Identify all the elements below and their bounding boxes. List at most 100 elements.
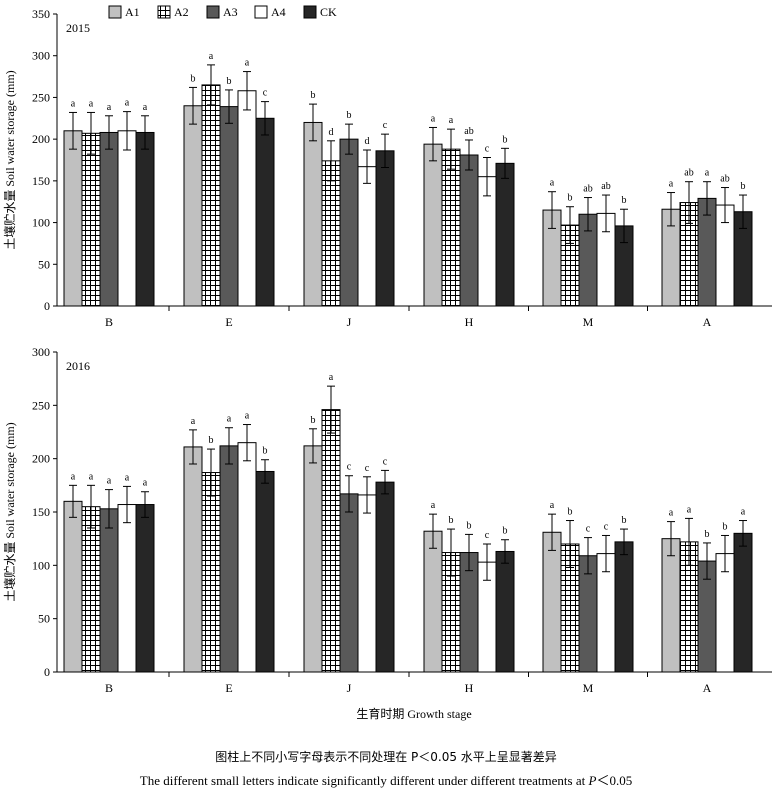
significance-letter: c xyxy=(586,524,591,535)
bar-A1 xyxy=(661,538,681,673)
x-tick-label: M xyxy=(583,315,594,329)
x-axis-label: 生育时期 Growth stage xyxy=(356,706,471,721)
chart-panel-2015: 0 50 100 150 200 250 300 350 土壤贮水量 Soil water st… xyxy=(2,5,772,329)
significance-letter: a xyxy=(669,179,674,190)
significance-letter: b xyxy=(311,90,316,101)
significance-letter: a xyxy=(107,102,112,113)
significance-letter: ab xyxy=(720,174,729,185)
x-tick-label: A xyxy=(703,315,712,329)
significance-letter: a xyxy=(687,504,692,515)
significance-letter: a xyxy=(125,98,130,109)
significance-letter: ab xyxy=(464,126,473,137)
bar-A1 xyxy=(303,121,323,307)
significance-letter: a xyxy=(431,500,436,511)
significance-letter: a xyxy=(431,113,436,124)
legend-label: A4 xyxy=(271,5,286,19)
significance-letter: a xyxy=(550,178,555,189)
bar-A2 xyxy=(441,148,461,307)
bar-A3 xyxy=(339,493,359,673)
bar-A2 xyxy=(81,506,101,673)
legend-label: A2 xyxy=(174,5,189,19)
panel-title: 2016 xyxy=(66,359,90,373)
y-tick-label: 0 xyxy=(44,665,50,679)
significance-letter: b xyxy=(503,134,508,145)
significance-letter: a xyxy=(227,414,232,425)
bar-A1 xyxy=(183,446,203,673)
chart-panel-2016: 0 50 100 150 200 250 300 土壤贮水量 Soil water stora… xyxy=(2,345,772,721)
significance-letter: b xyxy=(568,507,573,518)
bar-A1 xyxy=(63,130,83,307)
caption-english-text: The different small letters indicate sig… xyxy=(139,773,589,788)
bar-A2 xyxy=(201,472,221,673)
bar-A2 xyxy=(321,160,341,307)
caption-english: The different small letters indicate sig… xyxy=(0,770,772,789)
significance-letter: a xyxy=(71,471,76,482)
y-tick-label: 250 xyxy=(32,90,50,104)
significance-letter: b xyxy=(622,195,627,206)
significance-letter: a xyxy=(143,102,148,113)
significance-letter: b xyxy=(191,73,196,84)
bar-CK xyxy=(375,481,395,673)
significance-letter: b xyxy=(347,110,352,121)
y-tick-label: 300 xyxy=(32,345,50,359)
significance-letter: c xyxy=(383,120,388,131)
significance-letter: a xyxy=(705,168,710,179)
y-tick-label: 150 xyxy=(32,505,50,519)
bar-A3 xyxy=(219,106,239,307)
bar-A2 xyxy=(201,84,221,307)
bar-A1 xyxy=(63,500,83,673)
bar-A1 xyxy=(183,105,203,307)
bar-CK xyxy=(614,541,634,673)
bar-A1 xyxy=(303,445,323,673)
bar-A3 xyxy=(339,138,359,307)
legend-swatch-A3 xyxy=(206,5,220,19)
significance-letter: b xyxy=(467,520,472,531)
significance-letter: b xyxy=(503,526,508,537)
significance-letter: a xyxy=(191,416,196,427)
y-tick-label: 250 xyxy=(32,398,50,412)
significance-letter: d xyxy=(365,136,370,147)
y-tick-label: 150 xyxy=(32,174,50,188)
y-tick-label: 350 xyxy=(32,7,50,21)
y-tick-label: 50 xyxy=(38,612,50,626)
caption-p-symbol: P xyxy=(588,773,597,788)
significance-letter: ab xyxy=(601,181,610,192)
significance-letter: b xyxy=(311,415,316,426)
significance-letter: ab xyxy=(684,168,693,179)
significance-letter: b xyxy=(622,515,627,526)
legend-label: A3 xyxy=(223,5,238,19)
significance-letter: a xyxy=(107,476,112,487)
x-tick-label: H xyxy=(465,315,474,329)
x-tick-label: H xyxy=(465,681,474,695)
bar-CK xyxy=(135,504,155,673)
bar-A4 xyxy=(237,442,257,673)
y-tick-label: 200 xyxy=(32,132,50,146)
bar-CK xyxy=(375,150,395,307)
bar-A3 xyxy=(99,508,119,673)
significance-letter: a xyxy=(71,98,76,109)
bar-A1 xyxy=(423,530,443,673)
bar-CK xyxy=(733,532,753,673)
significance-letter: c xyxy=(604,521,609,532)
significance-letter: b xyxy=(227,76,232,87)
y-tick-label: 100 xyxy=(32,216,50,230)
bar-A3 xyxy=(219,445,239,673)
significance-letter: ab xyxy=(583,184,592,195)
significance-letter: a xyxy=(550,500,555,511)
y-tick-label: 200 xyxy=(32,452,50,466)
x-tick-label: A xyxy=(703,681,712,695)
significance-letter: c xyxy=(347,462,352,473)
bar-CK xyxy=(495,162,515,307)
significance-letter: b xyxy=(741,181,746,192)
significance-letter: b xyxy=(723,521,728,532)
bar-A2 xyxy=(81,132,101,307)
x-tick-label: B xyxy=(105,681,113,695)
significance-letter: d xyxy=(329,127,334,138)
x-tick-label: E xyxy=(225,315,232,329)
bar-A3 xyxy=(459,154,479,307)
significance-letter: a xyxy=(449,115,454,126)
caption-chinese: 图柱上不同小写字母表示不同处理在 P＜0.05 水平上呈显著差异 xyxy=(215,750,557,764)
bar-A4 xyxy=(357,494,377,673)
bar-CK xyxy=(255,117,275,307)
significance-letter: b xyxy=(705,529,710,540)
